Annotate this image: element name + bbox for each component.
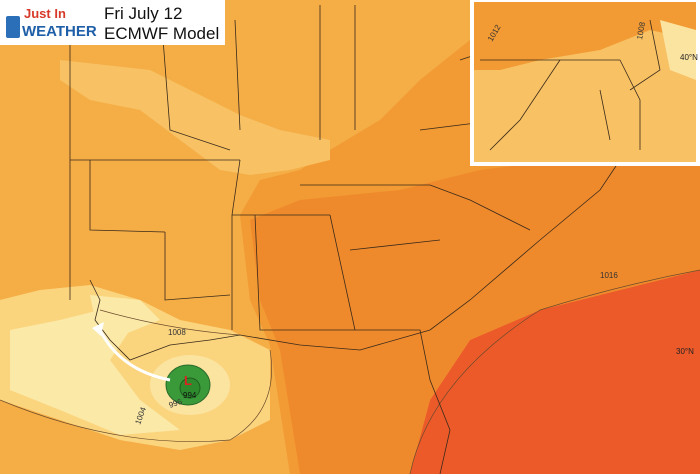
pressure-field bbox=[90, 295, 160, 340]
low-pressure: 994 bbox=[183, 391, 197, 400]
pressure-field bbox=[660, 20, 696, 80]
state-line bbox=[480, 19, 661, 151]
isobar bbox=[99, 309, 241, 336]
logo-line2: WEATHER bbox=[22, 23, 97, 40]
low-symbol: L bbox=[184, 373, 192, 388]
isobar bbox=[0, 349, 273, 442]
track-arrow bbox=[98, 329, 171, 382]
header-box bbox=[0, 0, 225, 45]
isobar-label: 1016 bbox=[600, 271, 618, 280]
pressure-field bbox=[474, 2, 696, 70]
model: ECMWF Model bbox=[104, 24, 219, 43]
date: Fri July 12 bbox=[104, 4, 182, 23]
latitude-label: 40°N bbox=[680, 53, 698, 62]
low-center bbox=[179, 377, 201, 399]
isobar-label: 1008 bbox=[635, 21, 647, 41]
logo-line1: Just In bbox=[24, 6, 66, 21]
latitude-label: 30°N bbox=[676, 347, 694, 356]
pressure-field bbox=[10, 310, 180, 435]
isobar-label: 996 bbox=[168, 397, 184, 410]
state-line bbox=[69, 0, 531, 474]
arrowhead bbox=[92, 322, 104, 336]
pressure-field bbox=[410, 270, 700, 474]
inset: 1012 1008 40°N bbox=[470, 0, 700, 166]
logo-icon bbox=[6, 16, 20, 38]
pressure-field bbox=[60, 60, 330, 175]
isobar bbox=[409, 269, 700, 474]
pressure-field bbox=[250, 150, 700, 474]
isobar-label: 1008 bbox=[168, 328, 186, 337]
